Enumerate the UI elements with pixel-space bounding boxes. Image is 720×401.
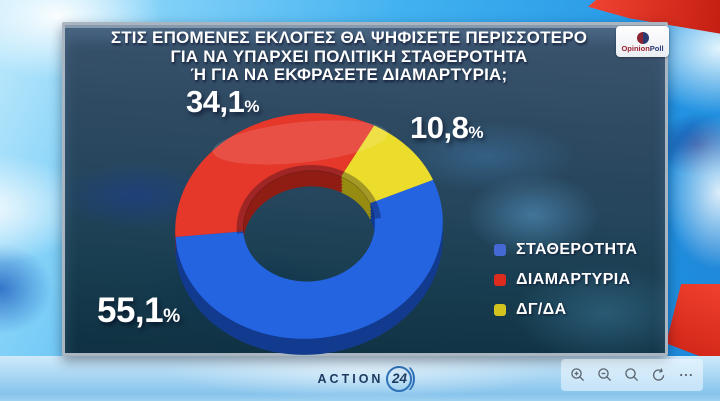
opinion-poll-wordmark: OpinionPoll: [621, 43, 664, 53]
percent-sign: %: [468, 123, 484, 142]
legend-swatch-yellow: [494, 304, 506, 316]
value-label-statherotita: 55,1%: [97, 291, 181, 330]
donut-chart-wrap: [149, 96, 471, 369]
action24-logo: ACTION 24 ): [317, 363, 417, 393]
opinion-poll-badge: OpinionPoll: [616, 26, 669, 57]
poll-question: ΣΤΙΣ ΕΠΟΜΕΝΕΣ ΕΚΛΟΓΕΣ ΘΑ ΨΗΦΙΣΕΤΕ ΠΕΡΙΣΣ…: [76, 28, 622, 85]
poll-question-line-1: ΣΤΙΣ ΕΠΟΜΕΝΕΣ ΕΚΛΟΓΕΣ ΘΑ ΨΗΦΙΣΕΤΕ ΠΕΡΙΣΣ…: [110, 28, 588, 47]
action24-circle: 24: [386, 365, 413, 392]
donut-chart: [175, 113, 443, 355]
poll-question-line-3: Ή ΓΙΑ ΝΑ ΕΚΦΡΑΣΕΤΕ ΔΙΑΜΑΡΤΥΡΙΑ;: [190, 65, 508, 84]
poll-question-line-2: ΓΙΑ ΝΑ ΥΠΑΡΧΕΙ ΠΟΛΙΤΙΚΗ ΣΤΑΘΕΡΟΤΗΤΑ: [170, 46, 528, 66]
more-icon[interactable]: [676, 365, 696, 385]
action24-wordmark: ACTION: [317, 371, 384, 386]
legend-item-dgda: ΔΓ/ΔΑ: [494, 301, 637, 319]
legend-item-statherotita: ΣΤΑΘΕΡΟΤΗΤΑ: [494, 241, 637, 259]
chart-legend: ΣΤΑΘΕΡΟΤΗΤΑ ΔΙΑΜΑΡΤΥΡΙΑ ΔΓ/ΔΑ: [494, 241, 637, 331]
opinion-poll-circle-icon: [636, 31, 649, 44]
legend-swatch-red: [494, 274, 506, 286]
action24-swoosh: ): [408, 363, 417, 391]
percent-sign: %: [163, 306, 181, 327]
search-icon[interactable]: [622, 365, 642, 385]
rotate-icon[interactable]: [649, 365, 669, 385]
legend-item-diamartyria: ΔΙΑΜΑΡΤΥΡΙΑ: [494, 271, 637, 289]
image-viewer-toolbar: [561, 359, 703, 391]
zoom-out-icon[interactable]: [595, 365, 615, 385]
percent-sign: %: [244, 97, 260, 116]
value-label-dgda: 10,8%: [410, 110, 484, 145]
value-label-diamartyria: 34,1%: [186, 84, 260, 119]
legend-swatch-blue: [494, 244, 506, 256]
zoom-in-icon[interactable]: [568, 365, 588, 385]
